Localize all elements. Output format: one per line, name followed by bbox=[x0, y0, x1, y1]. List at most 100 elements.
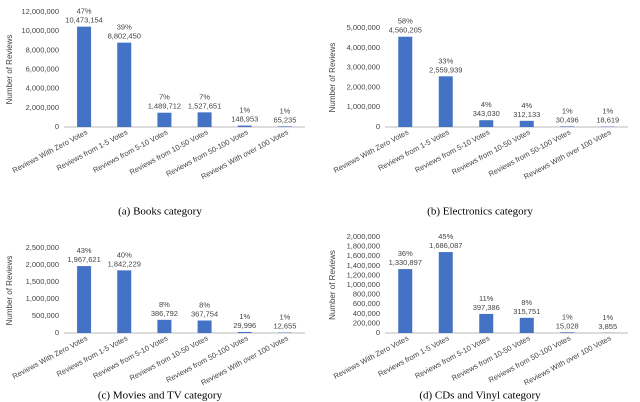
value-label: 15,028 bbox=[556, 321, 579, 330]
percent-label: 4% bbox=[481, 100, 492, 109]
value-label: 1,686,087 bbox=[429, 241, 462, 250]
value-label: 367,754 bbox=[191, 309, 218, 318]
value-label: 1,330,897 bbox=[389, 258, 422, 267]
percent-label: 33% bbox=[438, 56, 453, 65]
caption: (b) Electronics category bbox=[427, 206, 533, 218]
value-label: 10,473,154 bbox=[65, 16, 103, 25]
percent-label: 45% bbox=[438, 232, 453, 241]
value-label: 18,619 bbox=[596, 116, 619, 125]
percent-label: 1% bbox=[602, 313, 613, 322]
value-label: 3,855 bbox=[598, 322, 617, 331]
percent-label: 8% bbox=[199, 300, 210, 309]
percent-label: 1% bbox=[562, 106, 573, 115]
y-tick-label: 3,000,000 bbox=[347, 63, 380, 72]
percent-label: 4% bbox=[521, 101, 532, 110]
y-tick-label: 4,000,000 bbox=[26, 84, 59, 93]
y-tick-label: 2,500,000 bbox=[26, 243, 59, 252]
bar bbox=[277, 126, 292, 127]
percent-label: 8% bbox=[521, 298, 532, 307]
y-tick-label: 6,000,000 bbox=[26, 64, 59, 73]
y-tick-label: 0 bbox=[376, 328, 380, 337]
percent-label: 43% bbox=[77, 246, 92, 255]
caption: (c) Movies and TV category bbox=[98, 390, 223, 402]
bar bbox=[117, 42, 132, 127]
y-tick-label: 0 bbox=[55, 122, 59, 131]
y-tick-label: 4,000,000 bbox=[347, 43, 380, 52]
bar bbox=[560, 126, 575, 127]
value-label: 386,792 bbox=[151, 309, 178, 318]
bar bbox=[438, 252, 453, 333]
y-axis-title: Number of Reviews bbox=[5, 35, 14, 105]
value-label: 2,559,939 bbox=[429, 65, 462, 74]
percent-label: 7% bbox=[199, 92, 210, 101]
bar bbox=[560, 332, 575, 333]
percent-label: 1% bbox=[279, 106, 290, 115]
bar bbox=[197, 320, 212, 333]
y-tick-label: 5,000,000 bbox=[347, 23, 380, 32]
bar bbox=[398, 36, 413, 127]
caption: (a) Books category bbox=[118, 206, 202, 218]
y-tick-label: 0 bbox=[55, 328, 59, 337]
bar bbox=[438, 76, 453, 127]
percent-label: 58% bbox=[398, 17, 413, 26]
value-label: 148,953 bbox=[231, 115, 258, 124]
value-label: 1,527,651 bbox=[188, 101, 221, 110]
bar bbox=[237, 125, 252, 127]
percent-label: 8% bbox=[159, 300, 170, 309]
value-label: 30,496 bbox=[556, 115, 579, 124]
bar bbox=[117, 270, 132, 333]
value-label: 29,996 bbox=[233, 321, 256, 330]
x-tick-label: Reviews With Zero Votes bbox=[11, 333, 89, 380]
y-axis-title: Number of Reviews bbox=[328, 43, 337, 113]
percent-label: 39% bbox=[117, 23, 132, 32]
y-tick-label: 1,400,000 bbox=[347, 261, 380, 270]
bar bbox=[519, 317, 534, 333]
bar bbox=[157, 112, 172, 127]
y-tick-label: 0 bbox=[376, 122, 380, 131]
bar bbox=[519, 120, 534, 127]
y-tick-label: 1,200,000 bbox=[347, 270, 380, 279]
percent-label: 7% bbox=[159, 93, 170, 102]
y-tick-label: 500,000 bbox=[32, 311, 59, 320]
percent-label: 1% bbox=[602, 107, 613, 116]
value-label: 4,560,205 bbox=[389, 26, 422, 35]
y-tick-label: 1,000,000 bbox=[26, 294, 59, 303]
y-tick-label: 1,600,000 bbox=[347, 251, 380, 260]
percent-label: 36% bbox=[398, 249, 413, 258]
percent-label: 1% bbox=[239, 106, 250, 115]
x-tick-label: Reviews With Zero Votes bbox=[332, 127, 410, 174]
x-tick-label: Reviews With Zero Votes bbox=[11, 127, 89, 174]
y-tick-label: 1,500,000 bbox=[26, 277, 59, 286]
value-label: 65,235 bbox=[273, 115, 296, 124]
percent-label: 11% bbox=[479, 294, 494, 303]
y-tick-label: 12,000,000 bbox=[21, 7, 59, 16]
y-axis-title: Number of Reviews bbox=[5, 256, 14, 326]
caption: (d) CDs and Vinyl category bbox=[419, 390, 541, 402]
value-label: 1,967,621 bbox=[67, 255, 100, 264]
y-tick-label: 2,000,000 bbox=[347, 82, 380, 91]
y-tick-label: 800,000 bbox=[353, 290, 380, 299]
y-tick-label: 2,000,000 bbox=[26, 103, 59, 112]
bar bbox=[77, 26, 92, 127]
bar bbox=[479, 313, 494, 333]
percent-label: 47% bbox=[77, 7, 92, 16]
percent-label: 40% bbox=[117, 250, 132, 259]
y-tick-label: 600,000 bbox=[353, 299, 380, 308]
bar bbox=[398, 269, 413, 333]
value-label: 12,655 bbox=[273, 322, 296, 331]
y-tick-label: 2,000,000 bbox=[26, 260, 59, 269]
percent-label: 1% bbox=[239, 312, 250, 321]
value-label: 1,489,712 bbox=[148, 102, 181, 111]
value-label: 343,030 bbox=[473, 109, 500, 118]
bar bbox=[77, 266, 92, 333]
bar bbox=[237, 331, 252, 333]
bar bbox=[157, 319, 172, 333]
bar bbox=[197, 112, 212, 127]
value-label: 397,386 bbox=[473, 303, 500, 312]
value-label: 1,842,229 bbox=[108, 259, 141, 268]
y-tick-label: 400,000 bbox=[353, 309, 380, 318]
percent-label: 1% bbox=[279, 313, 290, 322]
percent-label: 1% bbox=[562, 312, 573, 321]
y-tick-label: 200,000 bbox=[353, 318, 380, 327]
